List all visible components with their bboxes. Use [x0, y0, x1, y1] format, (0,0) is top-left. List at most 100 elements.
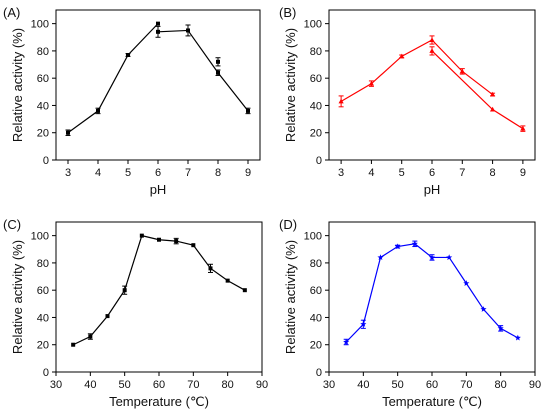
data-point — [71, 342, 76, 347]
panel-1: (B) 3 4 5 6 7 8 9 0 20 40 60 80 100 pH Relative activit… — [279, 5, 536, 197]
x-tick-label: 6 — [429, 167, 435, 179]
x-axis-label: Temperature (℃) — [109, 394, 209, 409]
panel-label: (D) — [279, 217, 297, 232]
data-point — [156, 21, 160, 26]
y-axis-label: Relative activity (%) — [283, 28, 298, 142]
data-point — [489, 106, 496, 112]
x-tick-label: 3 — [65, 167, 71, 179]
data-point — [174, 239, 179, 244]
y-tick-label: 40 — [310, 100, 322, 112]
data-point — [96, 108, 100, 113]
y-tick-label: 20 — [310, 340, 322, 352]
x-tick-label: 5 — [399, 167, 405, 179]
x-tick-label: 50 — [119, 379, 131, 391]
y-tick-label: 0 — [43, 367, 49, 379]
data-point — [520, 125, 526, 131]
x-tick-label: 30 — [50, 379, 62, 391]
y-axis-label: Relative activity (%) — [10, 240, 25, 354]
data-point — [105, 314, 110, 319]
x-tick-label: 8 — [490, 167, 496, 179]
y-tick-label: 60 — [37, 285, 49, 297]
y-tick-label: 20 — [37, 340, 49, 352]
x-tick-label: 4 — [95, 167, 101, 179]
data-point — [66, 130, 70, 135]
y-tick-label: 40 — [310, 312, 322, 324]
data-point — [446, 254, 453, 261]
y-tick-label: 100 — [31, 19, 49, 31]
data-point — [242, 288, 247, 293]
x-tick-label: 7 — [459, 167, 465, 179]
y-tick-label: 0 — [43, 155, 49, 167]
series-line — [431, 50, 524, 130]
data-point — [428, 254, 436, 261]
x-tick-label: 40 — [357, 379, 369, 391]
x-axis-label: pH — [424, 182, 441, 197]
y-tick-label: 80 — [310, 258, 322, 270]
y-tick-label: 0 — [316, 367, 322, 379]
x-tick-label: 60 — [153, 379, 165, 391]
data-point — [360, 321, 367, 327]
panel-label: (B) — [279, 5, 296, 20]
y-tick-label: 100 — [31, 231, 49, 243]
data-point — [429, 48, 435, 53]
data-point — [411, 240, 418, 247]
data-point — [338, 98, 344, 104]
panel-label: (A) — [3, 5, 20, 20]
data-point — [463, 280, 470, 286]
x-tick-label: 8 — [215, 167, 221, 179]
x-tick-label: 3 — [338, 167, 344, 179]
x-tick-label: 70 — [460, 379, 472, 391]
data-point — [126, 53, 130, 57]
x-tick-label: 6 — [155, 167, 161, 179]
data-point — [497, 325, 504, 331]
panel-3: (D) 30 40 50 60 70 80 90 0 20 40 60 80 100 Temperature… — [279, 217, 541, 409]
data-point — [343, 338, 350, 345]
y-axis-label: Relative activity (%) — [283, 240, 298, 354]
data-point — [399, 53, 405, 59]
data-point — [225, 278, 230, 283]
x-tick-label: 60 — [426, 379, 438, 391]
data-point — [156, 29, 160, 34]
y-tick-label: 80 — [310, 46, 322, 58]
series-line — [67, 23, 159, 134]
x-tick-label: 9 — [245, 167, 251, 179]
panel-0: (A) 3 4 5 6 7 8 9 0 20 40 60 80 100 pH Relative activit… — [3, 5, 261, 197]
data-point — [480, 306, 487, 312]
x-tick-label: 5 — [125, 167, 131, 179]
y-tick-label: 20 — [310, 128, 322, 140]
x-tick-label: 40 — [84, 379, 96, 391]
x-tick-label: 30 — [323, 379, 335, 391]
data-point — [246, 108, 250, 113]
data-point — [191, 243, 196, 248]
panel-label: (C) — [3, 217, 21, 232]
data-point — [377, 254, 384, 261]
x-tick-label: 70 — [187, 379, 199, 391]
series-line — [340, 39, 493, 102]
x-axis-label: Temperature (℃) — [382, 394, 482, 409]
y-tick-label: 40 — [37, 100, 49, 112]
panel-2: (C) 30 40 50 60 70 80 90 0 20 40 60 80 100 Temperature… — [3, 217, 268, 409]
series-line — [72, 234, 246, 346]
data-point — [157, 237, 161, 242]
y-tick-label: 60 — [37, 73, 49, 85]
x-tick-label: 80 — [495, 379, 507, 391]
x-tick-label: 4 — [368, 167, 374, 179]
data-point — [368, 80, 375, 86]
y-tick-label: 40 — [37, 312, 49, 324]
data-point — [489, 91, 496, 97]
x-tick-label: 9 — [520, 167, 526, 179]
x-tick-label: 90 — [529, 379, 541, 391]
data-point — [394, 243, 401, 250]
plot-frame — [328, 9, 536, 161]
data-point — [186, 28, 190, 33]
data-point — [216, 59, 220, 64]
data-point — [139, 233, 144, 238]
x-axis-label: pH — [150, 182, 167, 197]
series-line — [157, 29, 249, 112]
y-tick-label: 0 — [316, 155, 322, 167]
y-tick-label: 20 — [37, 128, 49, 140]
y-tick-label: 100 — [304, 231, 322, 243]
y-axis-label: Relative activity (%) — [10, 28, 25, 142]
data-point — [208, 266, 213, 271]
